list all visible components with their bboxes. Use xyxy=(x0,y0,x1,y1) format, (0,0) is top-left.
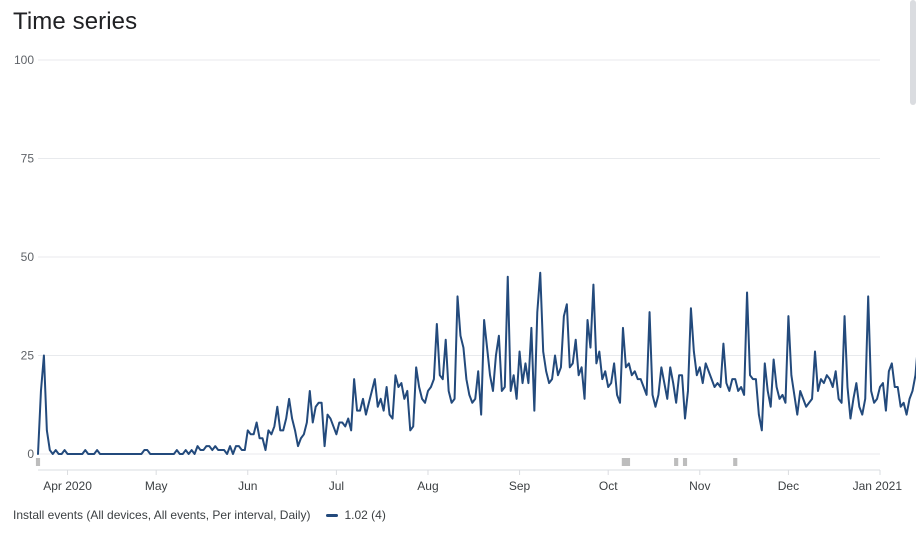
series-line-layer[interactable] xyxy=(37,135,916,455)
x-tick-label-3: Jul xyxy=(329,479,344,493)
x-tick-label-0: Apr 2020 xyxy=(43,479,92,493)
legend-line-swatch xyxy=(326,513,339,517)
x-tick-label-9: Jan 2021 xyxy=(853,479,903,493)
y-tick-label-100: 100 xyxy=(14,53,34,67)
x-tick-label-1: May xyxy=(145,479,168,493)
legend-series-label: Install events (All devices, All events,… xyxy=(13,508,311,522)
y-tick-label-50: 50 xyxy=(21,250,35,264)
y-tick-label-25: 25 xyxy=(21,349,35,363)
legend[interactable]: Install events (All devices, All events,… xyxy=(13,508,386,522)
series-line-0[interactable] xyxy=(37,135,916,455)
annotation-marker-0[interactable] xyxy=(35,458,41,466)
time-series-chart[interactable]: 0 25 50 75 100 Apr 2020 May Jun Jul Aug Sep Oct Nov… xyxy=(0,0,916,500)
x-tick-label-7: Nov xyxy=(689,479,710,493)
annotation-marker-3[interactable] xyxy=(682,458,688,466)
y-tick-label-75: 75 xyxy=(21,152,35,166)
x-axis-ticks: Apr 2020 May Jun Jul Aug Sep Oct Nov Dec Jan 2021 xyxy=(43,470,902,493)
y-tick-label-0: 0 xyxy=(27,447,34,461)
legend-item-label[interactable]: 1.02 (4) xyxy=(344,508,386,522)
annotation-marker-4[interactable] xyxy=(733,458,738,466)
annotation-marker-1[interactable] xyxy=(621,458,631,466)
x-tick-label-6: Oct xyxy=(599,479,618,493)
annotation-markers[interactable] xyxy=(35,458,738,466)
page-title: Time series xyxy=(13,8,138,35)
y-axis-ticks: 0 25 50 75 100 xyxy=(14,53,34,461)
x-tick-label-4: Aug xyxy=(417,479,438,493)
scrollbar[interactable] xyxy=(910,0,916,105)
annotation-marker-2[interactable] xyxy=(674,458,679,466)
x-tick-label-5: Sep xyxy=(509,479,531,493)
x-tick-label-8: Dec xyxy=(778,479,799,493)
x-tick-label-2: Jun xyxy=(238,479,257,493)
grid-lines xyxy=(38,59,880,471)
